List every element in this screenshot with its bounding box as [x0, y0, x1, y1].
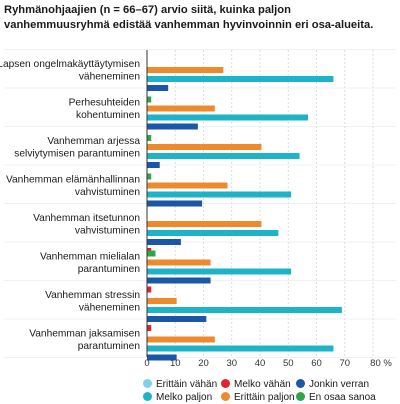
category-label-line: parantuminen [78, 341, 140, 352]
legend-label: Erittäin vähän [156, 379, 218, 390]
category-label-line: Vanhemman mielialan [40, 252, 140, 263]
bar [147, 307, 342, 313]
bar [147, 105, 215, 112]
legend-item: Erittäin vähän [143, 379, 217, 391]
category-label: Vanhemman jaksamisen parantuminen [29, 329, 140, 353]
legend-item: Erittäin paljon [221, 392, 295, 404]
legend-swatch [296, 379, 305, 388]
legend-swatch [221, 379, 230, 388]
bar [147, 250, 156, 257]
legend-item: En osaa sanoa [296, 392, 376, 404]
bar [147, 325, 152, 331]
bar [147, 182, 228, 189]
category-label: Vanhemman elämänhallinnan vahvistuminen [6, 175, 140, 199]
category-label-line: Vanhemman elämänhallinnan [6, 175, 140, 186]
x-tick-label: 10 [170, 358, 181, 369]
bar [147, 316, 207, 322]
category-label-line: Vanhemman itsetunnon [33, 213, 140, 224]
category-label-line: parantuminen [78, 264, 140, 275]
category-label-line: kohentuminen [76, 110, 140, 121]
category-label-line: Vanhemman jaksamisen [29, 329, 140, 340]
bar [147, 345, 334, 352]
category-label: Vanhemman arjessa selviytymisen parantumi… [14, 136, 140, 160]
bar [147, 221, 262, 227]
category-label-line: väheneminen [79, 303, 140, 314]
category-label-line: vahvistuminen [75, 187, 140, 198]
category-label-line: Lapsen ongelmakäyttäytymisen [0, 59, 140, 70]
bar [147, 277, 211, 284]
category-label: Vanhemman mielialan parantuminen [40, 252, 140, 276]
legend-label: Erittäin paljon [234, 392, 295, 403]
category-label-line: Perhesuhteiden [69, 98, 140, 109]
category-label-line: vahvistuminen [75, 226, 140, 237]
legend-item: Melko paljon [143, 392, 212, 404]
legend-label: Melko paljon [156, 392, 213, 403]
bar [147, 173, 152, 180]
category-label-line: väheneminen [79, 72, 140, 83]
legend-swatch [143, 379, 152, 388]
category-label: Perhesuhteiden kohentuminen [69, 98, 140, 122]
legend-label: Melko vähän [234, 379, 291, 390]
bar [147, 114, 309, 121]
category-label: Vanhemman itsetunnon vahvistuminen [33, 213, 140, 237]
bar [147, 76, 334, 82]
x-tick-label: 50 [283, 358, 294, 369]
bar [147, 123, 198, 130]
x-tick-label: 30 [226, 358, 237, 369]
legend-label: Jonkin verran [309, 379, 370, 390]
x-tick-label: 80 % [370, 358, 392, 369]
bar [147, 336, 215, 343]
bar [147, 286, 152, 293]
bar [147, 85, 169, 91]
bar [147, 354, 177, 361]
bar [147, 200, 203, 207]
x-tick-label: 40 [255, 358, 266, 369]
bar [147, 239, 181, 245]
category-label-line: Vanhemman stressin [45, 290, 140, 301]
bar [147, 135, 152, 141]
bar [147, 259, 211, 266]
bar [147, 230, 279, 236]
x-tick-label: 0 [144, 358, 149, 369]
legend-swatch [296, 392, 305, 401]
legend-swatch [143, 392, 152, 401]
category-label: Vanhemman stressin väheneminen [45, 290, 140, 314]
bar [147, 298, 177, 304]
legend-item: Jonkin verran [296, 379, 369, 391]
bar [147, 268, 292, 275]
legend-label: En osaa sanoa [309, 392, 376, 403]
x-tick-label: 70 [339, 358, 350, 369]
bar [147, 144, 262, 150]
x-tick-label: 60 [311, 358, 322, 369]
legend-item: Melko vähän [221, 379, 291, 391]
category-label: Lapsen ongelmakäyttäytymisen väheneminen [0, 59, 140, 83]
category-label-line: selviytymisen parantuminen [14, 149, 140, 160]
bar [147, 162, 160, 168]
legend-swatch [221, 392, 230, 401]
chart-title: Ryhmänohjaajien (n = 66–67) arvio siitä,… [4, 4, 374, 31]
bar [147, 191, 292, 198]
bar [147, 67, 224, 73]
bar [147, 96, 152, 103]
x-tick-label: 20 [198, 358, 209, 369]
category-label-line: Vanhemman arjessa [47, 136, 140, 147]
bar [147, 153, 300, 159]
